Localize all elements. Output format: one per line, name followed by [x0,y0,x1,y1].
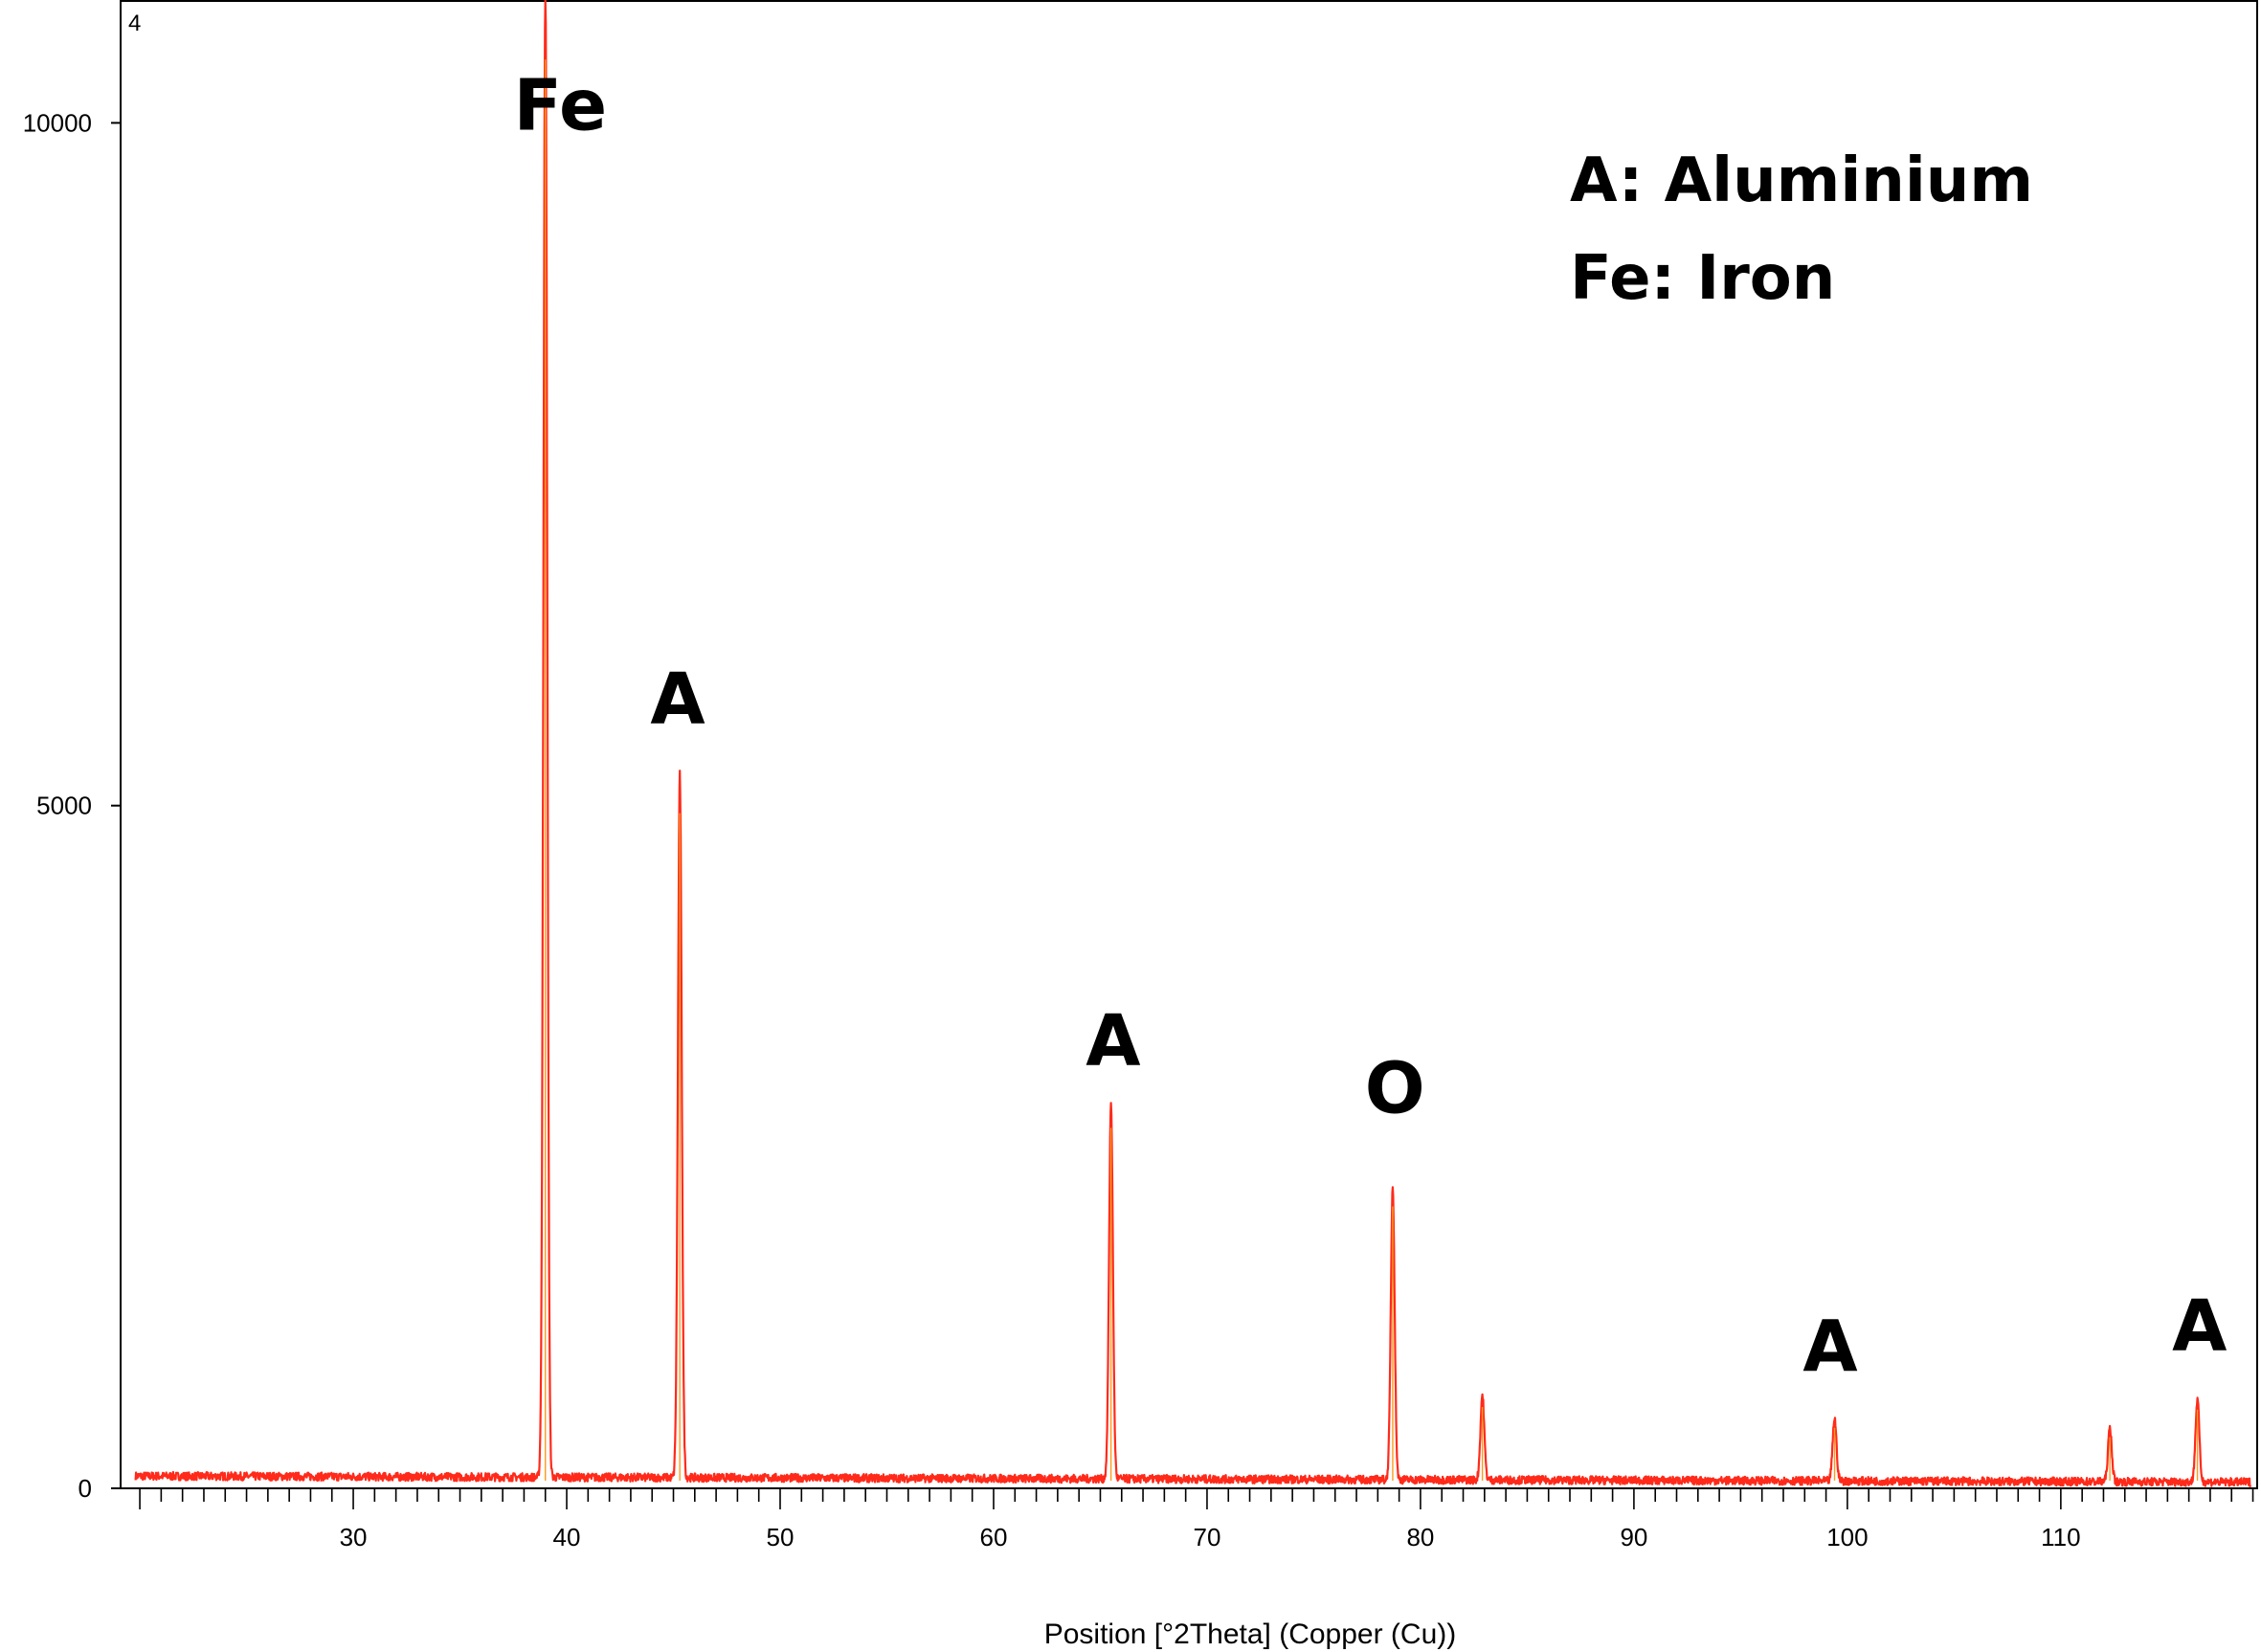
legend: A: Aluminium Fe: Iron [1570,145,2033,314]
peak-annotation-4: A [1802,1306,1857,1388]
x-tick-label-40: 40 [553,1523,581,1552]
x-tick-label-30: 30 [340,1523,368,1552]
legend-entry-iron: Fe: Iron [1570,243,1835,314]
peak-annotation-5: A [2172,1285,2227,1368]
peak-annotation-1: A [650,659,705,741]
peak-annotation-2: A [1086,1000,1140,1083]
x-tick-label-70: 70 [1193,1523,1220,1552]
x-tick-label-100: 100 [1826,1523,1868,1552]
legend-entry-aluminium: A: Aluminium [1570,145,2033,216]
y-tick-label-10000: 10000 [23,108,92,137]
spectrum-line [134,0,2252,1487]
x-tick-label-90: 90 [1620,1523,1647,1552]
x-tick-label-50: 50 [767,1523,795,1552]
plot-area [120,0,2258,1489]
corner-label: 4 [128,11,141,36]
x-axis-title: Position [°2Theta] (Copper (Cu)) [1044,1619,1457,1650]
peak-annotation-3: O [1365,1048,1425,1130]
x-tick-label-60: 60 [980,1523,1008,1552]
y-tick-label-0: 0 [78,1474,92,1503]
x-tick-label-110: 110 [2041,1523,2080,1552]
y-tick-label-5000: 5000 [36,792,92,820]
peak-annotation-0: Fe [513,65,607,147]
x-tick-label-80: 80 [1406,1523,1434,1552]
